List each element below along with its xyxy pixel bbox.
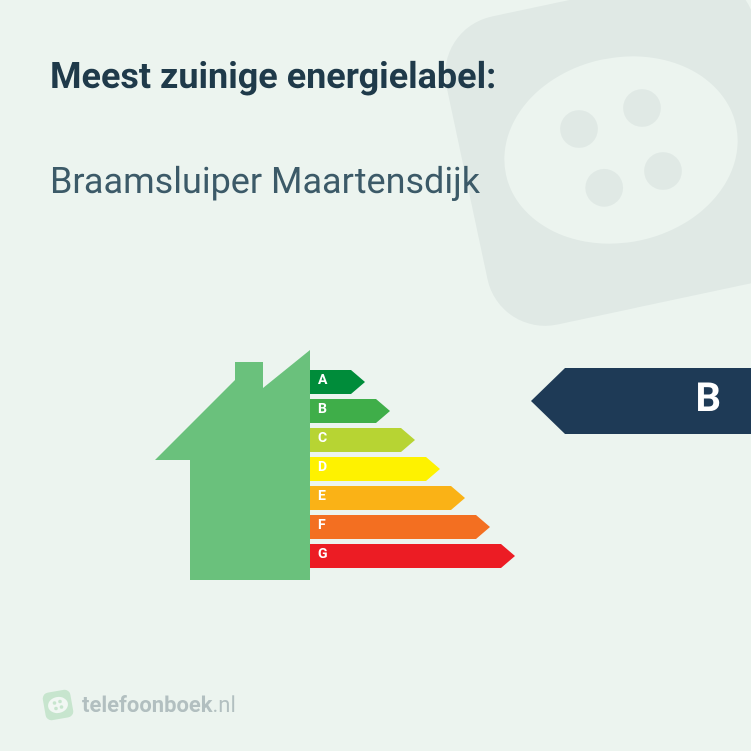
bar-letter: E: [318, 488, 326, 504]
brand-text: telefoonboek.nl: [82, 693, 236, 718]
bar-letter: G: [318, 546, 328, 562]
brand-name-tld: .nl: [213, 693, 236, 718]
address-subtitle: Braamsluiper Maartensdijk: [50, 160, 480, 202]
selected-label-letter: B: [695, 374, 721, 421]
bar-letter: B: [318, 401, 327, 417]
bar-letter: F: [318, 517, 326, 533]
bar-letter: C: [318, 430, 327, 446]
house-icon: [145, 350, 310, 580]
selected-label-arrow: B: [531, 368, 751, 434]
brand-name-bold: telefoonboek: [82, 693, 213, 718]
brand-logo-icon: [42, 689, 74, 721]
footer-brand: telefoonboek.nl: [42, 689, 236, 721]
energy-label-graphic: ABCDEFG: [145, 350, 565, 600]
bar-letter: A: [318, 372, 327, 388]
page-title: Meest zuinige energielabel:: [50, 55, 496, 97]
bar-letter: D: [318, 459, 327, 475]
